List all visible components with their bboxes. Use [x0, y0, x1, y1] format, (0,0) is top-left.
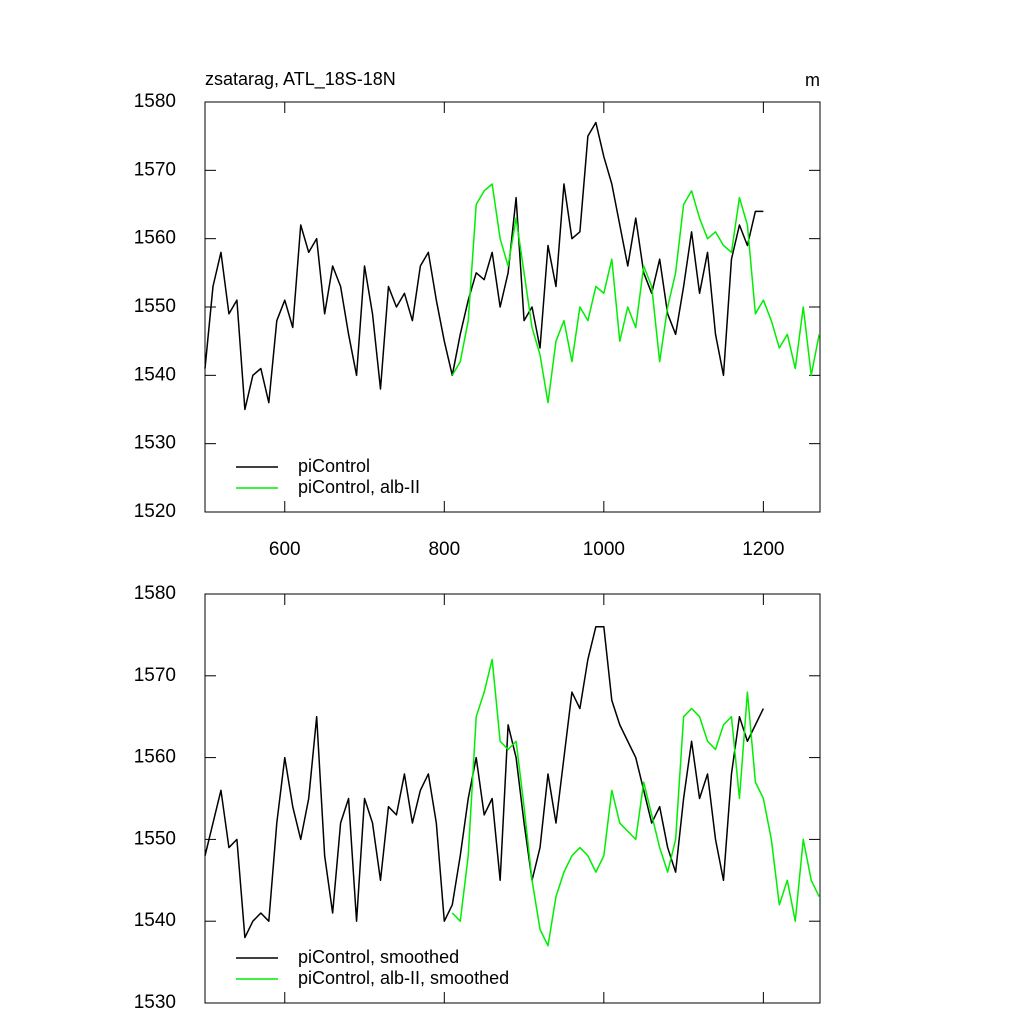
y-tick-label: 1520 — [134, 501, 176, 522]
y-tick-label: 1580 — [134, 91, 176, 112]
data-line — [451, 183, 820, 404]
x-tick-label: 800 — [428, 539, 460, 560]
y-tick-label: 1530 — [134, 992, 176, 1013]
legend-label: piControl, smoothed — [298, 947, 459, 967]
y-tick-label: 1570 — [134, 665, 176, 686]
plot-frame — [204, 593, 821, 1004]
y-tick-label: 1550 — [134, 296, 176, 317]
data-line — [451, 658, 820, 947]
x-tick-label: 600 — [269, 539, 301, 560]
y-tick-label: 1530 — [134, 433, 176, 454]
x-tick-label: 1000 — [583, 539, 625, 560]
data-line — [204, 625, 765, 939]
y-tick-label: 1560 — [134, 747, 176, 768]
data-line — [204, 121, 764, 411]
y-tick-label: 1550 — [134, 828, 176, 849]
y-tick-label: 1540 — [134, 910, 176, 931]
units-label: m — [805, 70, 820, 90]
legend-label: piControl, alb-II, smoothed — [298, 968, 509, 988]
x-tick-label: 1200 — [742, 539, 784, 560]
legend-label: piControl — [298, 456, 370, 476]
chart-title: zsatarag, ATL_18S-18N — [205, 69, 396, 90]
y-tick-label: 1540 — [134, 364, 176, 385]
y-tick-label: 1580 — [134, 583, 176, 604]
y-tick-label: 1560 — [134, 228, 176, 249]
legend-label: piControl, alb-II — [298, 477, 420, 497]
y-tick-label: 1570 — [134, 159, 176, 180]
